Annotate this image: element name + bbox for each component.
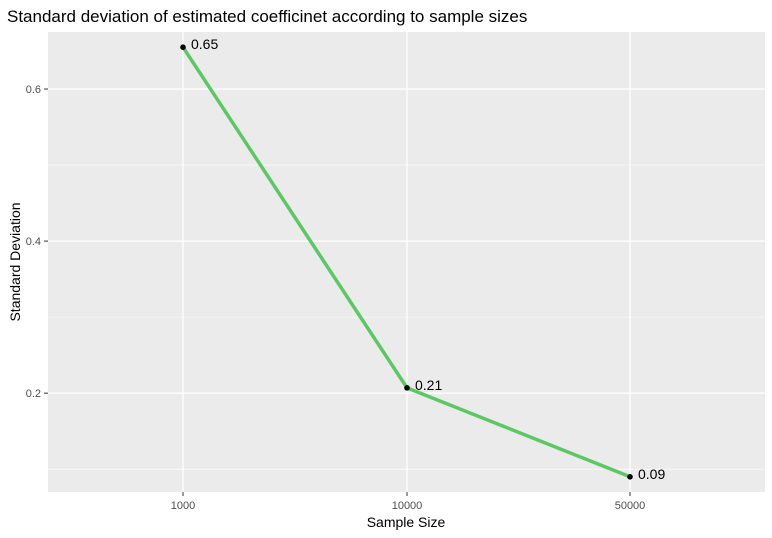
x-tick-label-2: 50000 [615, 500, 646, 512]
x-axis: 1000 10000 50000 [171, 492, 646, 512]
grid-major [48, 32, 765, 492]
x-tick-label-1: 10000 [392, 500, 423, 512]
data-point-2 [627, 473, 633, 480]
x-axis-title: Sample Size [367, 514, 446, 530]
y-tick-label-1: 0.4 [26, 236, 41, 248]
chart-title: Standard deviation of estimated coeffici… [7, 7, 527, 26]
data-point-1 [404, 385, 410, 391]
data-labels-group: 0.65 0.21 0.09 [191, 36, 665, 482]
data-point-0 [180, 44, 186, 51]
y-axis-title: Standard Deviation [7, 202, 23, 321]
data-label-2: 0.09 [638, 466, 665, 482]
data-label-1: 0.21 [415, 377, 442, 393]
data-label-0: 0.65 [191, 36, 218, 52]
y-axis: 0.2 0.4 0.6 [26, 84, 48, 400]
x-tick-label-0: 1000 [171, 500, 195, 512]
y-tick-label-2: 0.6 [26, 84, 41, 96]
y-tick-label-0: 0.2 [26, 388, 41, 400]
points-group [180, 44, 633, 480]
